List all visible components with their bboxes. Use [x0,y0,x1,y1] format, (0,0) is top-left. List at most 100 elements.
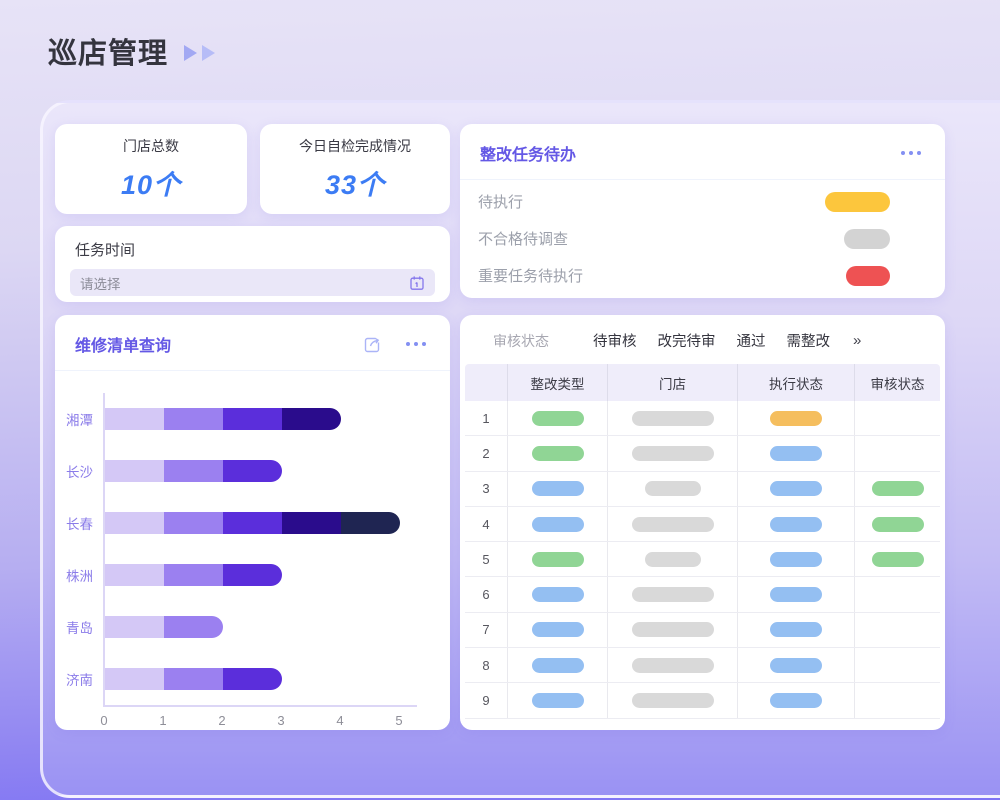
bar-segment [282,512,341,534]
rectify-type-pill [531,410,584,426]
ellipsis-icon[interactable] [406,342,426,346]
bar-chart-category-label: 长春 [66,517,93,532]
table-row[interactable]: 2 [465,436,940,472]
page-header: 巡店管理 [48,30,216,72]
table-cell [608,542,738,577]
calendar-icon[interactable] [409,275,425,291]
table-row[interactable]: 6 [465,577,940,613]
table-cell [508,401,608,436]
exec-status-pill [770,693,822,709]
table-header-cell: 审核状态 [870,376,925,392]
row-number-cell: 8 [465,648,508,683]
bar-segment [341,512,400,534]
table-cell [855,648,940,682]
table-cell [738,648,855,683]
table-cell [608,577,738,612]
bar-chart-category-label: 湘潭 [66,413,93,428]
table-cell [508,612,608,648]
x-tick-label: 1 [159,713,167,728]
bar-segment [223,668,282,690]
bar-row [105,653,417,705]
filter-option[interactable]: 待审核 [593,334,637,350]
table-row[interactable]: 8 [465,648,940,684]
row-number-cell: 1 [465,401,508,436]
table-cell [738,577,855,612]
bar-segment [223,512,282,534]
store-pill [631,622,714,638]
x-tick-label: 2 [218,713,226,728]
bar-chart-x-axis: 0 1 2 3 4 5 [100,707,450,731]
bar-segment [223,460,282,482]
table-row[interactable]: 1 [465,401,940,437]
table-cell [855,507,940,541]
bar-row [105,497,417,549]
more-filters-chevron[interactable]: » [853,332,862,349]
stacked-bar [105,668,282,690]
rectify-type-pill [531,622,584,638]
exec-status-pill [770,445,822,461]
bar-segment [105,668,164,690]
todo-item-label: 不合格待调查 [478,231,569,248]
bar-segment [164,460,223,482]
table-cell [608,612,738,648]
table-cell [508,577,608,612]
bar-segment [164,512,223,534]
bar-chart-category-label: 长沙 [66,465,93,480]
row-number-cell: 3 [465,471,508,506]
table-header-row: 整改类型 门店 执行状态 审核状态 [465,364,940,401]
bar-chart-category-label: 株洲 [66,569,93,584]
task-time-card: 任务时间 请选择 [55,226,450,302]
table-row[interactable]: 4 [465,506,940,543]
todo-item-label: 重要任务待执行 [478,268,584,285]
filter-option[interactable]: 需整改 [786,334,831,350]
table-cell [608,436,738,471]
store-pill [644,551,701,567]
table-cell [608,471,738,506]
stacked-bar [105,564,282,586]
bar-segment [164,616,223,638]
stat-label: 门店总数 [123,138,179,154]
rectify-type-pill [531,445,584,461]
table-row[interactable]: 9 [465,683,940,719]
table-row[interactable]: 5 [465,542,940,578]
ellipsis-icon[interactable] [901,151,921,155]
repair-bar-chart: 湘潭 长沙 长春 株洲 青岛 济南 0 1 2 3 4 5 [55,393,450,731]
todo-item: 待执行 [478,183,890,220]
table-row[interactable]: 7 [465,612,940,649]
task-time-date-input[interactable]: 请选择 [70,269,435,296]
filter-option[interactable]: 改完待审 [657,334,716,350]
filter-label: 审核状态 [493,332,549,349]
table-header-cell [465,364,508,401]
page-title: 巡店管理 [48,38,169,70]
task-time-label: 任务时间 [75,242,136,259]
todo-status-pill [844,228,890,249]
bar-row [105,393,417,445]
row-number-cell: 4 [465,506,508,542]
table-cell [738,542,855,577]
table-row[interactable]: 3 [465,471,940,507]
x-tick-label: 5 [395,713,403,728]
table-cell [855,613,940,647]
bar-row [105,549,417,601]
rectify-type-pill [531,693,584,709]
stat-label: 今日自检完成情况 [299,138,411,154]
store-pill [631,410,714,426]
share-icon[interactable] [363,335,382,354]
bar-segment [164,564,223,586]
table-cell [738,683,855,718]
filter-option[interactable]: 通过 [736,334,766,350]
table-header-cell: 执行状态 [738,364,855,401]
store-pill [631,657,714,673]
rectify-type-pill [531,587,584,603]
store-pill [644,481,701,497]
table-cell [855,436,940,470]
bar-segment [164,668,223,690]
stacked-bar [105,460,282,482]
stat-card-self-check: 今日自检完成情况 33个 [260,124,450,214]
row-number-cell: 6 [465,577,508,612]
todo-status-pill [825,191,890,212]
store-pill [631,445,714,461]
todo-item-label: 待执行 [478,194,524,211]
